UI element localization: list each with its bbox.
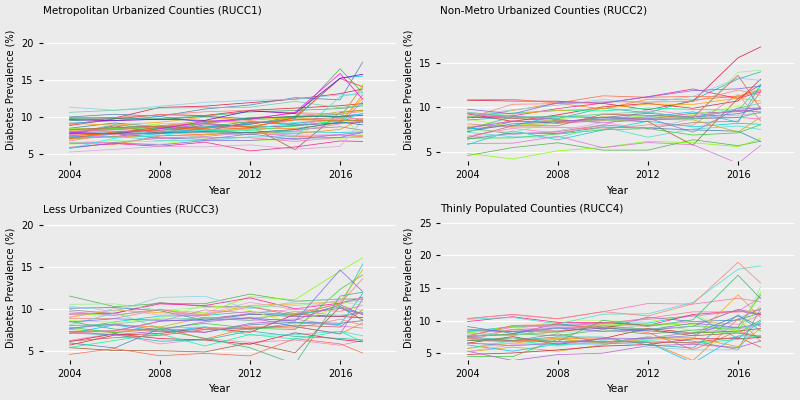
Text: Non-Metro Urbanized Counties (RUCC2): Non-Metro Urbanized Counties (RUCC2) (441, 6, 648, 16)
Text: Metropolitan Urbanized Counties (RUCC1): Metropolitan Urbanized Counties (RUCC1) (42, 6, 262, 16)
X-axis label: Year: Year (209, 384, 230, 394)
Y-axis label: Diabetes Prevalence (%): Diabetes Prevalence (%) (6, 228, 15, 348)
Y-axis label: Diabetes Prevalence (%): Diabetes Prevalence (%) (403, 228, 414, 348)
X-axis label: Year: Year (606, 384, 629, 394)
X-axis label: Year: Year (209, 186, 230, 196)
Text: Less Urbanized Counties (RUCC3): Less Urbanized Counties (RUCC3) (42, 204, 218, 214)
Y-axis label: Diabetes Prevalence (%): Diabetes Prevalence (%) (6, 29, 15, 150)
Text: Thinly Populated Counties (RUCC4): Thinly Populated Counties (RUCC4) (441, 204, 624, 214)
Y-axis label: Diabetes Prevalence (%): Diabetes Prevalence (%) (403, 29, 414, 150)
X-axis label: Year: Year (606, 186, 629, 196)
